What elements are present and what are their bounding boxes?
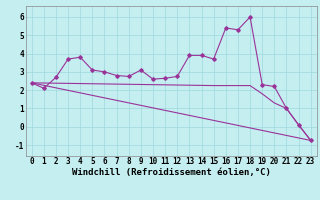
X-axis label: Windchill (Refroidissement éolien,°C): Windchill (Refroidissement éolien,°C): [72, 168, 271, 177]
